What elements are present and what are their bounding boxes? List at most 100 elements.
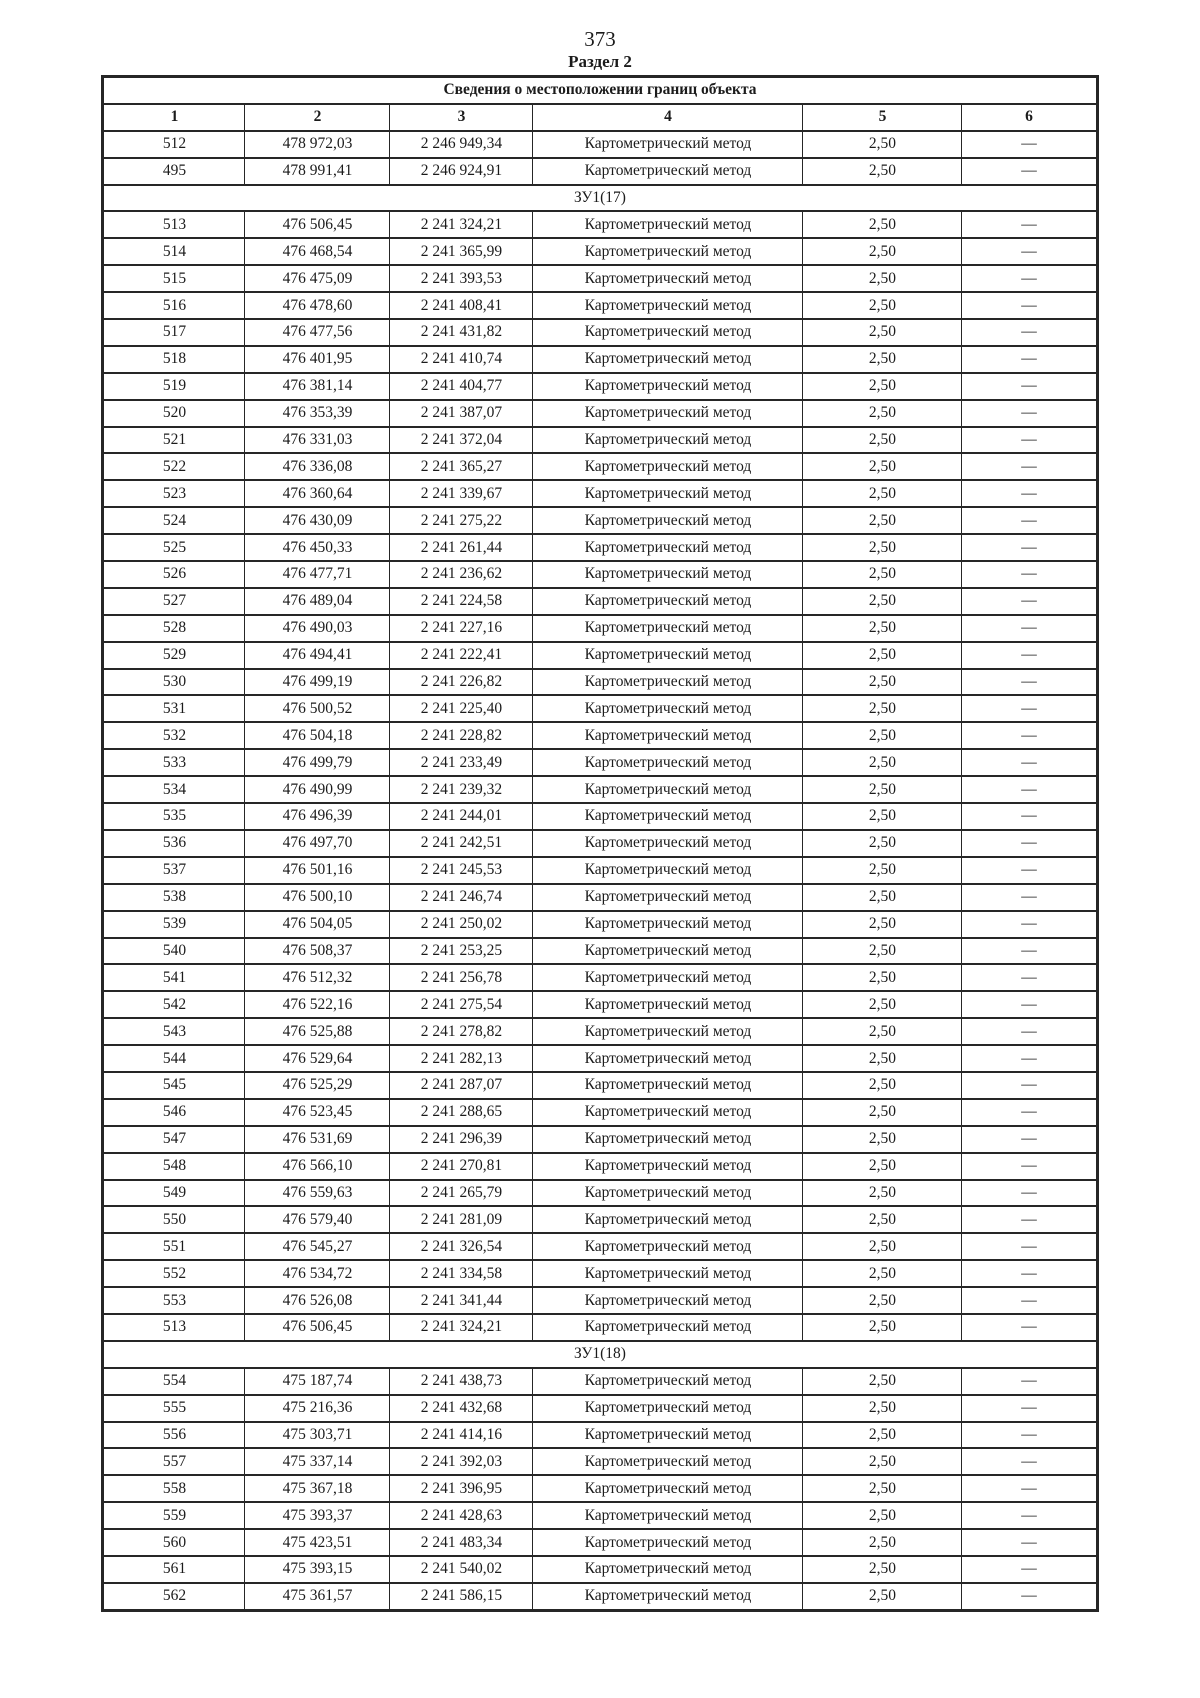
- method-cell: Картометрический метод: [532, 828, 804, 858]
- method-cell: Картометрический метод: [532, 748, 804, 778]
- x-coordinate-cell: 476 494,41: [244, 640, 391, 670]
- note-cell: —: [961, 1044, 1098, 1073]
- section-row: ЗУ1(18): [102, 1339, 1098, 1369]
- y-coordinate-cell: 2 241 540,02: [389, 1554, 534, 1584]
- point-number-cell: 524: [102, 506, 246, 536]
- y-coordinate-cell: 2 241 245,53: [389, 855, 534, 885]
- note-cell: —: [961, 318, 1098, 347]
- method-cell: Картометрический метод: [532, 1044, 804, 1073]
- method-cell: Картометрический метод: [532, 775, 804, 805]
- table-row: 534 476 490,99 2 241 239,32 Картометрически…: [102, 775, 1098, 805]
- x-coordinate-cell: 476 450,33: [244, 533, 391, 563]
- table-row: 526 476 477,71 2 241 236,62 Картометрически…: [102, 560, 1098, 589]
- point-number-cell: 517: [102, 318, 246, 347]
- method-cell: Картометрический метод: [532, 1151, 804, 1181]
- note-cell: —: [961, 1581, 1098, 1612]
- table-row: 542 476 522,16 2 241 275,54 Картометрически…: [102, 990, 1098, 1020]
- y-coordinate-cell: 2 241 265,79: [389, 1178, 534, 1208]
- y-coordinate-cell: 2 241 246,74: [389, 882, 534, 912]
- method-cell: Картометрический метод: [532, 264, 804, 294]
- table-row: 536 476 497,70 2 241 242,51 Картометрически…: [102, 828, 1098, 858]
- method-cell: Картометрический метод: [532, 1205, 804, 1235]
- note-cell: —: [961, 1232, 1098, 1262]
- table-row: 532 476 504,18 2 241 228,82 Картометрически…: [102, 721, 1098, 751]
- column-header-2: 2: [244, 102, 391, 132]
- x-coordinate-cell: 476 497,70: [244, 828, 391, 858]
- x-coordinate-cell: 476 534,72: [244, 1259, 391, 1289]
- note-cell: —: [961, 802, 1098, 831]
- point-number-cell: 552: [102, 1259, 246, 1289]
- x-coordinate-cell: 476 529,64: [244, 1044, 391, 1073]
- precision-cell: 2,50: [802, 1366, 963, 1396]
- x-coordinate-cell: 476 468,54: [244, 237, 391, 267]
- point-number-cell: 513: [102, 210, 246, 240]
- note-cell: —: [961, 1474, 1098, 1504]
- note-cell: —: [961, 640, 1098, 670]
- note-cell: —: [961, 452, 1098, 482]
- note-cell: —: [961, 1420, 1098, 1450]
- method-cell: Картометрический метод: [532, 398, 804, 428]
- note-cell: —: [961, 533, 1098, 563]
- method-cell: Картометрический метод: [532, 533, 804, 563]
- x-coordinate-cell: 476 353,39: [244, 398, 391, 428]
- x-coordinate-cell: 476 499,79: [244, 748, 391, 778]
- point-number-cell: 521: [102, 425, 246, 455]
- point-number-cell: 556: [102, 1420, 246, 1450]
- y-coordinate-cell: 2 241 242,51: [389, 828, 534, 858]
- point-number-cell: 526: [102, 560, 246, 589]
- table-row: 547 476 531,69 2 241 296,39 Картометрически…: [102, 1124, 1098, 1154]
- note-cell: —: [961, 1447, 1098, 1477]
- method-cell: Картометрический метод: [532, 1232, 804, 1262]
- table-row: 524 476 430,09 2 241 275,22 Картометрически…: [102, 506, 1098, 536]
- precision-cell: 2,50: [802, 1420, 963, 1450]
- x-coordinate-cell: 476 477,71: [244, 560, 391, 589]
- method-cell: Картометрический метод: [532, 586, 804, 616]
- table-row: 551 476 545,27 2 241 326,54 Картометрически…: [102, 1232, 1098, 1262]
- y-coordinate-cell: 2 241 233,49: [389, 748, 534, 778]
- point-number-cell: 523: [102, 479, 246, 509]
- point-number-cell: 548: [102, 1151, 246, 1181]
- precision-cell: 2,50: [802, 748, 963, 778]
- y-coordinate-cell: 2 241 483,34: [389, 1528, 534, 1557]
- precision-cell: 2,50: [802, 506, 963, 536]
- y-coordinate-cell: 2 241 236,62: [389, 560, 534, 589]
- y-coordinate-cell: 2 241 387,07: [389, 398, 534, 428]
- precision-cell: 2,50: [802, 1205, 963, 1235]
- precision-cell: 2,50: [802, 963, 963, 993]
- note-cell: —: [961, 775, 1098, 805]
- point-number-cell: 516: [102, 291, 246, 321]
- point-number-cell: 540: [102, 936, 246, 966]
- column-header-4: 4: [532, 102, 804, 132]
- precision-cell: 2,50: [802, 1554, 963, 1584]
- precision-cell: 2,50: [802, 156, 963, 186]
- x-coordinate-cell: 476 490,03: [244, 613, 391, 643]
- section-title: Раздел 2: [568, 52, 632, 71]
- column-header-3: 3: [389, 102, 534, 132]
- point-number-cell: 534: [102, 775, 246, 805]
- table-title-row: Сведения о местоположении границ объекта: [102, 75, 1098, 105]
- boundary-points-table: Сведения о местоположении границ объекта…: [101, 75, 1099, 1612]
- x-coordinate-cell: 476 336,08: [244, 452, 391, 482]
- precision-cell: 2,50: [802, 882, 963, 912]
- note-cell: —: [961, 586, 1098, 616]
- x-coordinate-cell: 476 490,99: [244, 775, 391, 805]
- x-coordinate-cell: 476 522,16: [244, 990, 391, 1020]
- precision-cell: 2,50: [802, 1232, 963, 1262]
- table-row: 520 476 353,39 2 241 387,07 Картометрически…: [102, 398, 1098, 428]
- y-coordinate-cell: 2 241 227,16: [389, 613, 534, 643]
- method-cell: Картометрический метод: [532, 1447, 804, 1477]
- y-coordinate-cell: 2 241 278,82: [389, 1017, 534, 1047]
- y-coordinate-cell: 2 241 244,01: [389, 802, 534, 831]
- method-cell: Картометрический метод: [532, 129, 804, 159]
- x-coordinate-cell: 476 545,27: [244, 1232, 391, 1262]
- point-number-cell: 512: [102, 129, 246, 159]
- y-coordinate-cell: 2 241 404,77: [389, 371, 534, 401]
- column-header-5: 5: [802, 102, 963, 132]
- method-cell: Картометрический метод: [532, 1312, 804, 1342]
- x-coordinate-cell: 475 367,18: [244, 1474, 391, 1504]
- column-header-6: 6: [961, 102, 1098, 132]
- y-coordinate-cell: 2 241 410,74: [389, 344, 534, 374]
- note-cell: —: [961, 1528, 1098, 1557]
- y-coordinate-cell: 2 241 586,15: [389, 1581, 534, 1612]
- note-cell: —: [961, 1205, 1098, 1235]
